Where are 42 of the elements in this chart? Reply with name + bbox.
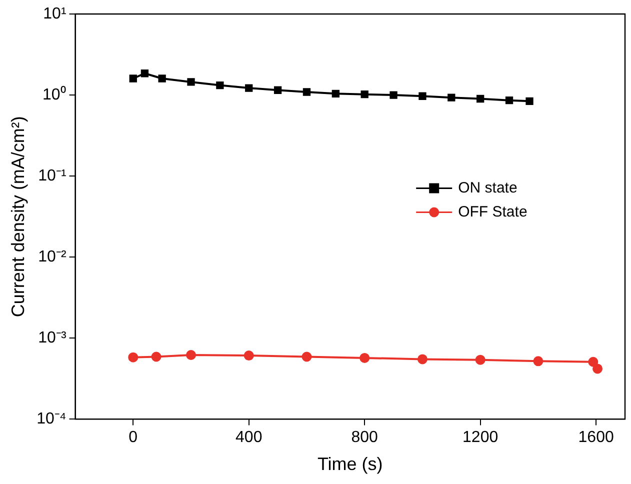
point — [302, 88, 311, 96]
point — [187, 78, 195, 86]
point — [476, 94, 484, 103]
legend-label: ON state — [458, 179, 518, 196]
point — [151, 352, 162, 362]
point — [448, 94, 456, 102]
point — [140, 70, 149, 78]
x-tick-label: 0 — [128, 429, 138, 446]
legend-label: OFF State — [458, 203, 528, 220]
x-tick-label: 800 — [351, 429, 378, 446]
point — [417, 354, 428, 364]
point — [216, 81, 224, 90]
point — [360, 352, 370, 363]
point — [332, 90, 340, 98]
point — [588, 356, 598, 367]
point — [245, 84, 253, 92]
x-axis-title: Time (s) — [317, 454, 383, 474]
y-tick-label: 10⁻² — [38, 248, 67, 266]
point — [360, 90, 368, 98]
point — [244, 350, 254, 361]
point — [533, 356, 544, 366]
point — [128, 352, 138, 362]
point — [158, 74, 166, 82]
y-tick-label: 10⁻³ — [38, 330, 67, 347]
point — [129, 74, 137, 82]
point — [274, 86, 282, 94]
point — [505, 96, 514, 104]
point — [475, 354, 486, 365]
y-tick-label: 10⁰ — [42, 85, 66, 104]
point — [302, 352, 312, 362]
point — [592, 364, 603, 374]
x-tick-label: 400 — [236, 429, 262, 446]
x-tick-label: 1600 — [578, 429, 614, 446]
point — [526, 97, 534, 106]
point — [186, 350, 196, 360]
y-axis-title: Current density (mA/cm²) — [8, 116, 28, 318]
point — [390, 91, 398, 99]
y-tick-label: 10⁻⁴ — [36, 410, 66, 428]
x-tick-label: 1200 — [462, 429, 498, 446]
y-tick-label: 10⁻¹ — [38, 167, 66, 184]
y-tick-label: 10¹ — [43, 5, 66, 22]
point — [418, 92, 426, 100]
